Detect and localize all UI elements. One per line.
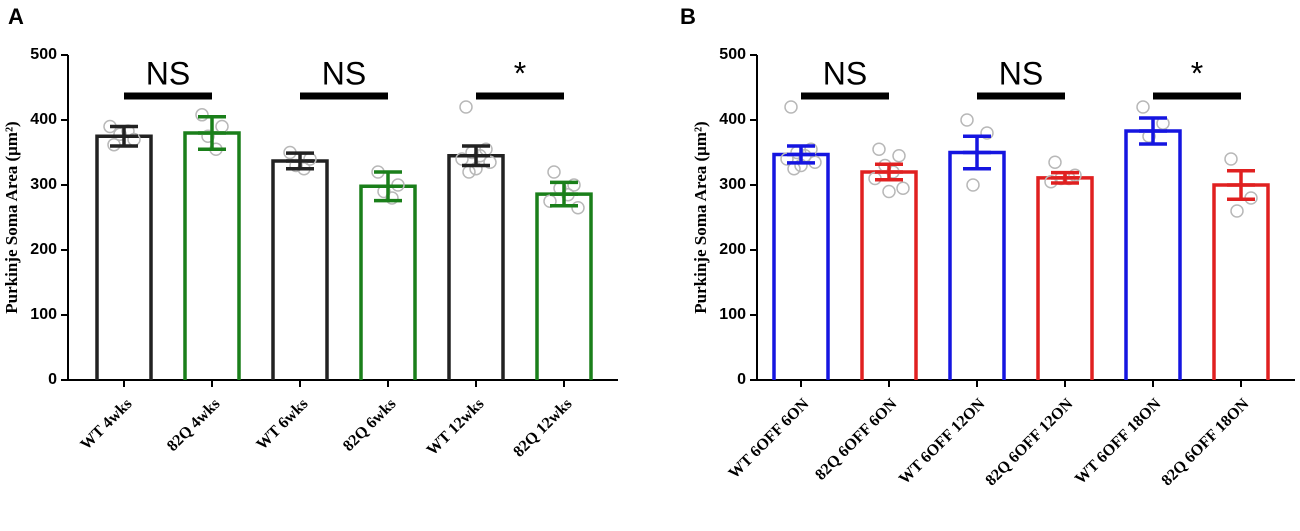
- y-tick-label: 400: [30, 111, 57, 128]
- x-tick-label: 82Q 6OFF 12ON: [982, 395, 1076, 489]
- significance-label: NS: [999, 55, 1043, 91]
- data-point: [571, 201, 585, 215]
- panel-label: B: [680, 4, 696, 29]
- significance-label: NS: [146, 55, 190, 91]
- bar: [860, 170, 918, 380]
- data-point: [215, 119, 229, 134]
- x-tick-label: WT 4wks: [77, 395, 135, 453]
- bar: [1212, 183, 1270, 380]
- bar: [183, 131, 241, 380]
- x-tick-label: WT 12wks: [424, 395, 488, 459]
- y-axis-label: Purkinje Soma Area (μm²): [691, 121, 710, 313]
- bar: [772, 152, 830, 380]
- error-bar: [963, 134, 991, 171]
- data-point: [872, 142, 886, 156]
- y-tick-label: 200: [719, 241, 746, 258]
- y-tick-label: 200: [30, 241, 57, 258]
- data-point: [892, 149, 906, 163]
- x-tick-label: 82Q 6wks: [340, 395, 399, 454]
- data-point: [201, 129, 215, 143]
- bar: [535, 192, 593, 380]
- data-point: [960, 113, 974, 127]
- x-tick-label: 82Q 4wks: [164, 395, 223, 454]
- error-bar: [374, 170, 402, 203]
- data-point: [882, 184, 896, 199]
- significance-label: *: [514, 55, 526, 91]
- panel-label: A: [8, 4, 24, 29]
- data-point: [113, 127, 127, 142]
- bar: [1036, 176, 1094, 380]
- y-tick-label: 100: [719, 306, 746, 323]
- data-point: [1230, 204, 1244, 218]
- x-tick-label: WT 6OFF 6ON: [726, 395, 813, 482]
- error-bar: [286, 151, 314, 171]
- data-point: [462, 165, 476, 179]
- x-tick-label: WT 6OFF 12ON: [896, 395, 989, 488]
- data-point: [385, 191, 399, 205]
- y-tick-label: 100: [30, 306, 57, 323]
- error-bar: [462, 144, 490, 168]
- y-tick-label: 300: [30, 176, 57, 193]
- y-tick-label: 300: [719, 176, 746, 193]
- x-tick-label: WT 6wks: [253, 395, 311, 453]
- bar: [1124, 129, 1182, 380]
- data-point: [1224, 152, 1238, 166]
- y-tick-label: 500: [719, 46, 746, 63]
- bar: [95, 134, 153, 380]
- bar: [359, 184, 417, 380]
- x-tick-label: 82Q 6OFF 18ON: [1158, 395, 1252, 489]
- error-bar: [787, 144, 815, 165]
- x-tick-label: WT 6OFF 18ON: [1072, 395, 1165, 488]
- y-tick-label: 0: [737, 371, 746, 388]
- data-point: [896, 181, 910, 195]
- y-tick-label: 500: [30, 46, 57, 63]
- error-bar: [1139, 116, 1167, 146]
- data-point: [195, 108, 209, 122]
- bar: [948, 150, 1006, 380]
- y-axis-label: Purkinje Soma Area (μm²): [2, 121, 21, 313]
- y-tick-label: 400: [719, 111, 746, 128]
- y-tick-label: 0: [48, 371, 57, 388]
- data-point: [1136, 100, 1150, 114]
- bar: [447, 154, 505, 380]
- error-bar: [875, 162, 903, 182]
- data-point: [459, 100, 473, 114]
- x-tick-label: 82Q 12wks: [510, 395, 575, 460]
- significance-label: NS: [823, 55, 867, 91]
- x-tick-label: 82Q 6OFF 6ON: [812, 395, 901, 484]
- data-point: [1048, 155, 1062, 169]
- error-bar: [1227, 168, 1255, 202]
- significance-label: *: [1191, 55, 1203, 91]
- data-point: [784, 100, 798, 114]
- data-point: [547, 165, 561, 179]
- data-point: [567, 178, 581, 192]
- significance-label: NS: [322, 55, 366, 91]
- error-bar: [110, 124, 138, 148]
- data-point: [980, 126, 994, 140]
- error-bar: [1051, 170, 1079, 185]
- data-point: [966, 178, 980, 192]
- bar: [271, 159, 329, 380]
- error-bar: [198, 115, 226, 151]
- error-bar: [550, 180, 578, 208]
